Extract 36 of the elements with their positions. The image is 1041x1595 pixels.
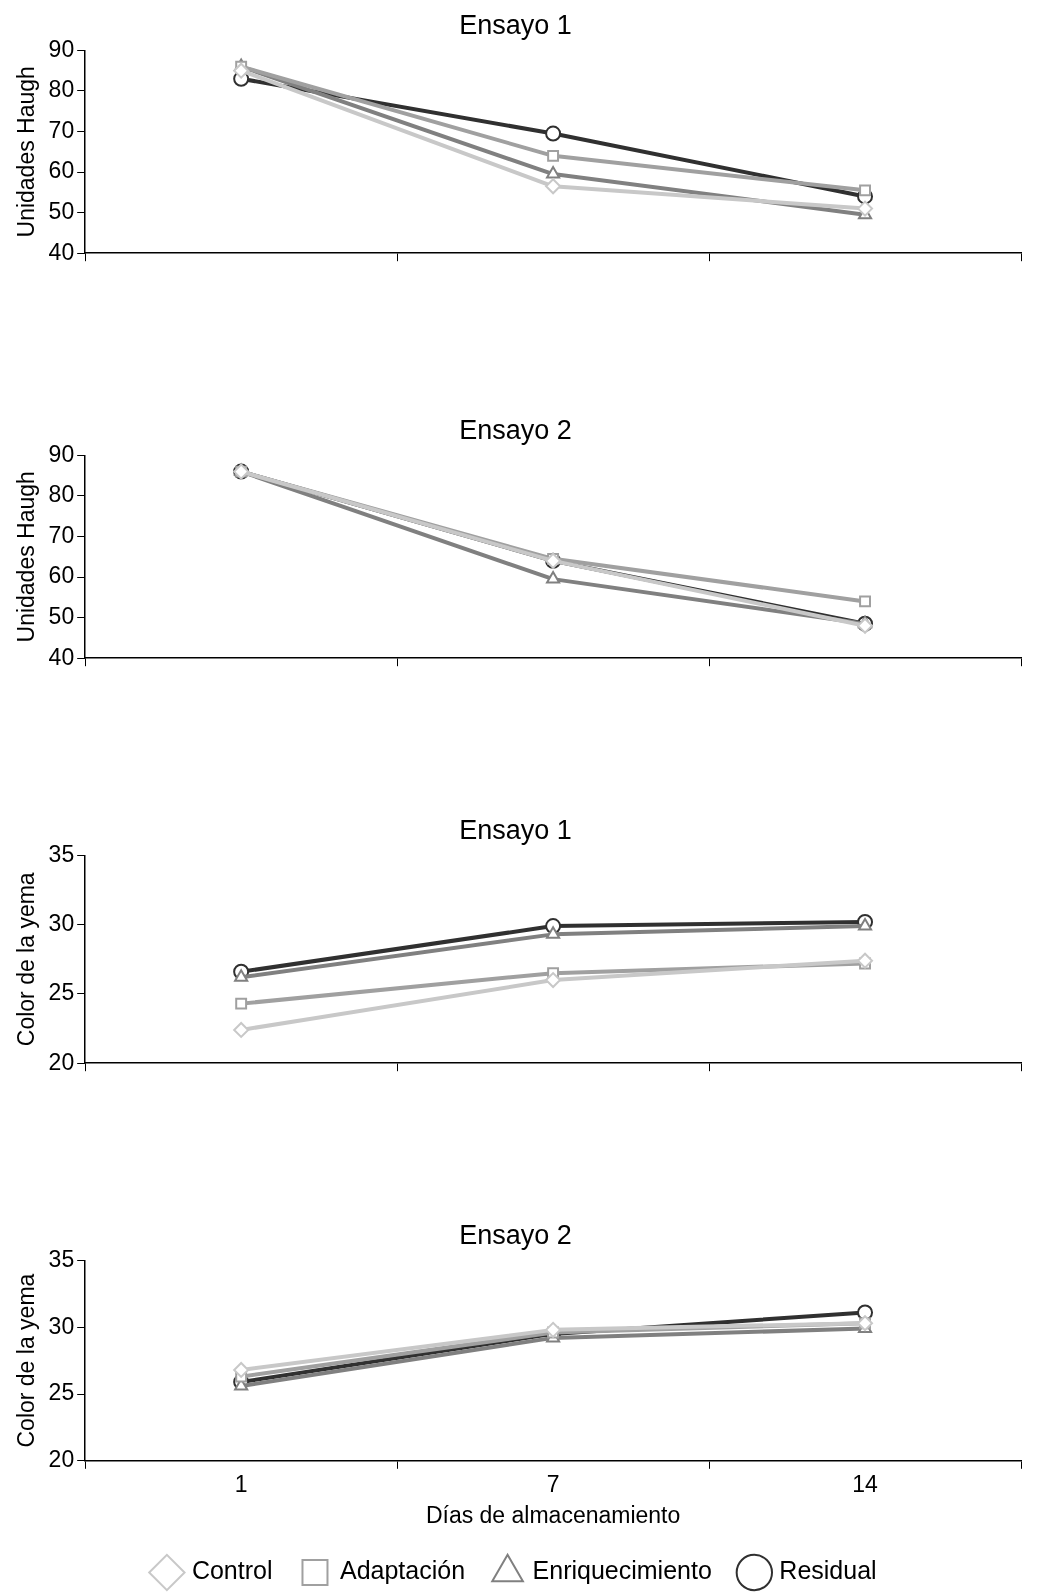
legend-label: Control [191,1556,273,1585]
y-tick-label: 35 [48,1245,75,1272]
x-tick-label: 14 [852,1470,879,1497]
chart-title: Ensayo 2 [459,414,572,445]
legend-label: Enriquecimiento [532,1556,712,1585]
y-tick-label: 60 [48,562,75,589]
y-tick-label: 70 [48,521,75,548]
chart-title: Ensayo 1 [459,9,572,40]
y-tick-label: 80 [48,481,75,508]
chart-title: Ensayo 2 [459,1219,572,1250]
y-tick-label: 25 [48,1379,75,1406]
y-tick-label: 30 [48,910,75,937]
x-tick-label: 7 [546,1470,560,1497]
y-tick-label: 60 [48,157,75,184]
y-axis-title: Color de la yema [13,872,40,1047]
x-tick-label: 1 [234,1470,248,1497]
y-axis-title: Color de la yema [13,1273,40,1448]
y-tick-label: 35 [48,840,75,867]
y-tick-label: 40 [48,643,75,670]
y-tick-label: 40 [48,238,75,265]
y-tick-label: 80 [48,76,75,103]
y-tick-label: 20 [48,1048,75,1075]
legend-label: Residual [779,1556,877,1585]
y-tick-label: 20 [48,1446,75,1473]
y-axis-title: Unidades Haugh [13,471,40,643]
x-axis-title: Días de almacenamiento [425,1501,681,1528]
y-tick-label: 25 [48,979,75,1006]
y-tick-label: 50 [48,197,75,224]
y-tick-label: 70 [48,116,75,143]
chart-title: Ensayo 1 [459,814,572,845]
y-axis-title: Unidades Haugh [13,66,40,238]
y-tick-label: 90 [48,440,75,467]
y-tick-label: 50 [48,602,75,629]
y-tick-label: 30 [48,1312,75,1339]
legend-label: Adaptación [339,1556,466,1585]
y-tick-label: 90 [48,35,75,62]
